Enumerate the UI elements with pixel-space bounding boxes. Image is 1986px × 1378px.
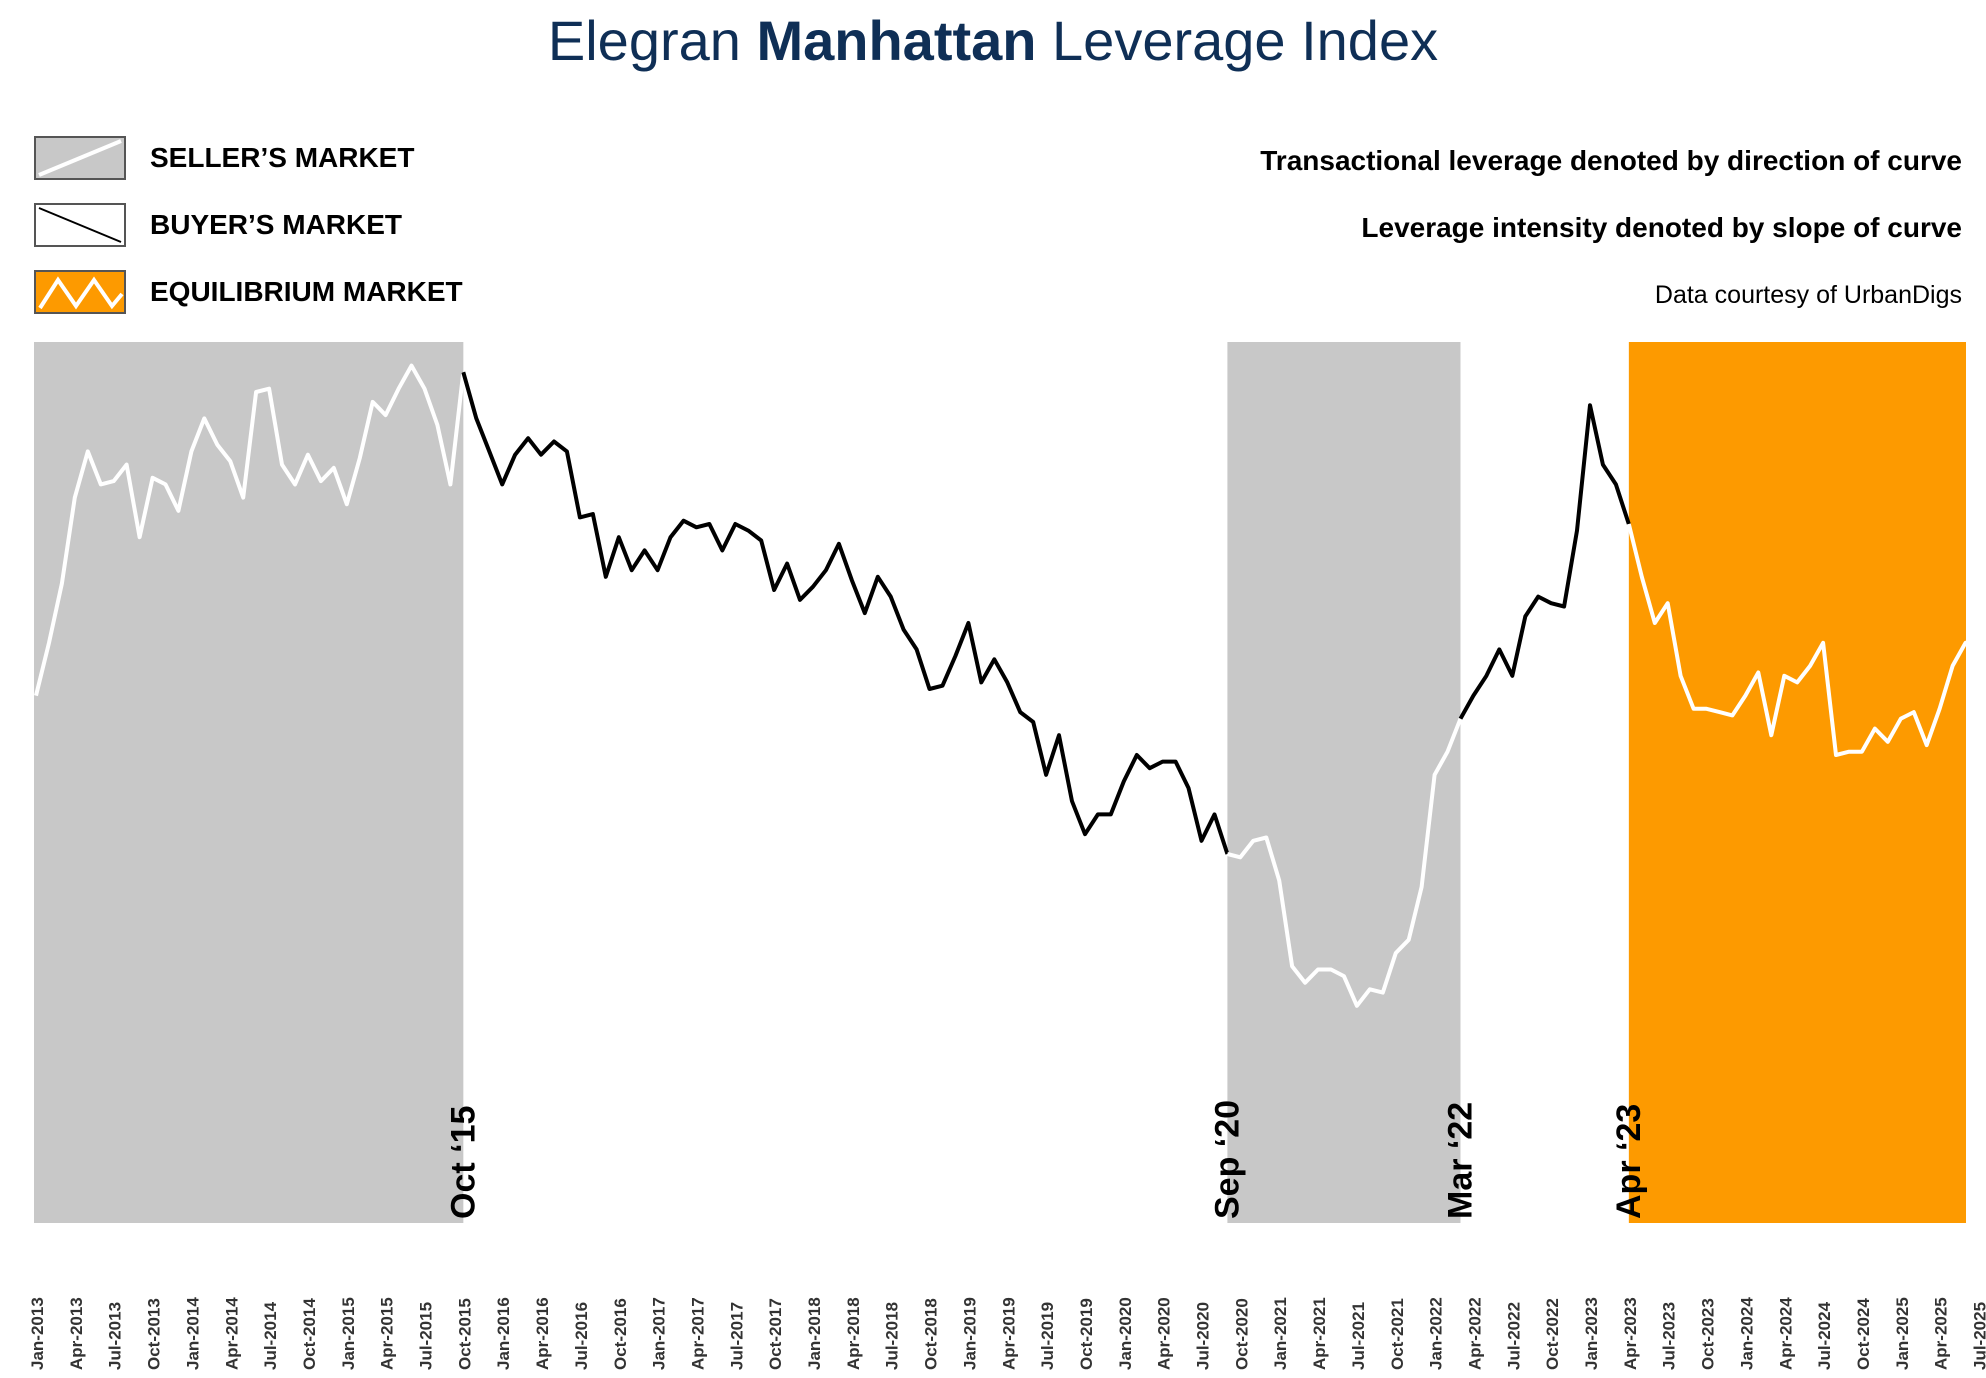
legend-label-buyer: BUYER’S MARKET	[150, 209, 403, 240]
regime-label: Sep ‘20	[1208, 1100, 1246, 1219]
note-direction: Transactional leverage denoted by direct…	[1260, 145, 1962, 176]
x-tick-label: Jan-2020	[1116, 1297, 1135, 1370]
x-tick-label: Jan-2023	[1582, 1297, 1601, 1370]
title-bold: Manhattan	[756, 9, 1037, 72]
x-tick-label: Jan-2016	[494, 1297, 513, 1370]
x-tick-label: Oct-2022	[1543, 1298, 1562, 1370]
x-tick-label: Jan-2025	[1893, 1297, 1912, 1370]
x-tick-label: Jan-2019	[960, 1297, 979, 1370]
x-tick-label: Oct-2018	[922, 1298, 941, 1370]
leverage-line	[34, 363, 1986, 1008]
x-tick-label: Jan-2024	[1737, 1297, 1756, 1370]
x-tick-label: Jan-2021	[1271, 1297, 1290, 1370]
title-suffix: Leverage Index	[1036, 9, 1439, 72]
x-tick-label: Jan-2015	[339, 1297, 358, 1370]
x-tick-label: Jan-2022	[1427, 1297, 1446, 1370]
title-prefix: Elegran	[547, 9, 757, 72]
x-tick-label: Jul-2018	[883, 1302, 902, 1370]
series-segment-buyer	[461, 371, 1230, 855]
seller-region	[1227, 342, 1461, 1223]
regime-label: Apr ‘23	[1610, 1104, 1648, 1219]
x-tick-label: Oct-2017	[766, 1298, 785, 1370]
x-tick-label: Jul-2014	[261, 1301, 280, 1370]
seller-market-swatch	[34, 136, 126, 180]
x-tick-label: Jul-2023	[1660, 1302, 1679, 1370]
x-tick-label: Jul-2019	[1038, 1302, 1057, 1370]
regime-label: Oct ‘15	[444, 1106, 482, 1219]
x-tick-label: Apr-2016	[533, 1297, 552, 1370]
equilibrium-market-swatch	[34, 270, 126, 314]
legend-item-equilibrium: EQUILIBRIUM MARKET	[34, 270, 463, 314]
legend-label-equilibrium: EQUILIBRIUM MARKET	[150, 276, 463, 307]
x-tick-label: Apr-2017	[688, 1297, 707, 1370]
x-tick-label: Apr-2020	[1155, 1297, 1174, 1370]
x-tick-label: Jul-2021	[1349, 1302, 1368, 1370]
regime-shading	[34, 342, 1966, 1223]
x-tick-label: Jul-2013	[106, 1302, 125, 1370]
x-tick-label: Apr-2018	[844, 1297, 863, 1370]
chart-title: Elegran Manhattan Leverage Index	[0, 8, 1986, 73]
x-tick-label: Jan-2017	[650, 1297, 669, 1370]
x-tick-label: Apr-2025	[1932, 1297, 1951, 1370]
series-segment-seller	[1226, 717, 1463, 1008]
series-segment-buyer	[1458, 403, 1631, 720]
x-tick-label: Oct-2020	[1232, 1298, 1251, 1370]
legend-label-seller: SELLER’S MARKET	[150, 142, 415, 173]
x-tick-label: Apr-2022	[1465, 1297, 1484, 1370]
x-tick-label: Apr-2019	[999, 1297, 1018, 1370]
x-tick-label: Apr-2023	[1621, 1297, 1640, 1370]
x-tick-label: Oct-2019	[1077, 1298, 1096, 1370]
note-intensity: Leverage intensity denoted by slope of c…	[1361, 212, 1962, 243]
x-tick-label: Oct-2024	[1854, 1298, 1873, 1370]
x-tick-label: Jan-2014	[183, 1297, 202, 1370]
buyer-market-swatch	[34, 203, 126, 247]
x-tick-label: Jul-2016	[572, 1302, 591, 1370]
regime-label: Mar ‘22	[1442, 1102, 1480, 1219]
x-tick-label: Apr-2013	[67, 1297, 86, 1370]
series-segment-equilibrium	[1626, 523, 1986, 757]
series-segment-seller	[34, 363, 466, 697]
x-tick-label: Jul-2025	[1971, 1302, 1986, 1370]
x-tick-label: Oct-2013	[145, 1298, 164, 1370]
x-tick-label: Oct-2016	[611, 1298, 630, 1370]
legend-item-seller: SELLER’S MARKET	[34, 136, 414, 180]
legend-item-buyer: BUYER’S MARKET	[34, 203, 402, 247]
x-tick-label: Jul-2015	[417, 1302, 436, 1370]
x-tick-label: Apr-2024	[1776, 1297, 1795, 1370]
x-tick-label: Jul-2017	[727, 1302, 746, 1370]
regime-labels: Oct ‘15 Sep ‘20 Mar ‘22 Apr ‘23	[444, 1100, 1648, 1219]
note-source: Data courtesy of UrbanDigs	[1654, 281, 1962, 309]
x-tick-label: Jul-2022	[1504, 1302, 1523, 1370]
x-tick-label: Jul-2020	[1194, 1302, 1213, 1370]
leverage-index-chart: Oct ‘15 Sep ‘20 Mar ‘22 Apr ‘23 Jan-2013 Apr…	[28, 342, 1986, 1370]
x-tick-label: Jan-2018	[805, 1297, 824, 1370]
x-tick-label: Oct-2015	[455, 1298, 474, 1370]
x-axis-ticks: Jan-2013 Apr-2013 Jul-2013 Oct-2013 Jan-2014…	[28, 1297, 1986, 1370]
seller-region	[34, 342, 464, 1223]
x-tick-label: Apr-2021	[1310, 1297, 1329, 1370]
x-tick-label: Oct-2023	[1699, 1298, 1718, 1370]
x-tick-label: Jan-2013	[28, 1297, 47, 1370]
x-tick-label: Apr-2014	[222, 1297, 241, 1370]
x-tick-label: Jul-2024	[1815, 1301, 1834, 1370]
x-tick-label: Oct-2021	[1388, 1298, 1407, 1370]
x-tick-label: Oct-2014	[300, 1298, 319, 1370]
x-tick-label: Apr-2015	[378, 1297, 397, 1370]
equilibrium-region	[1628, 342, 1966, 1223]
